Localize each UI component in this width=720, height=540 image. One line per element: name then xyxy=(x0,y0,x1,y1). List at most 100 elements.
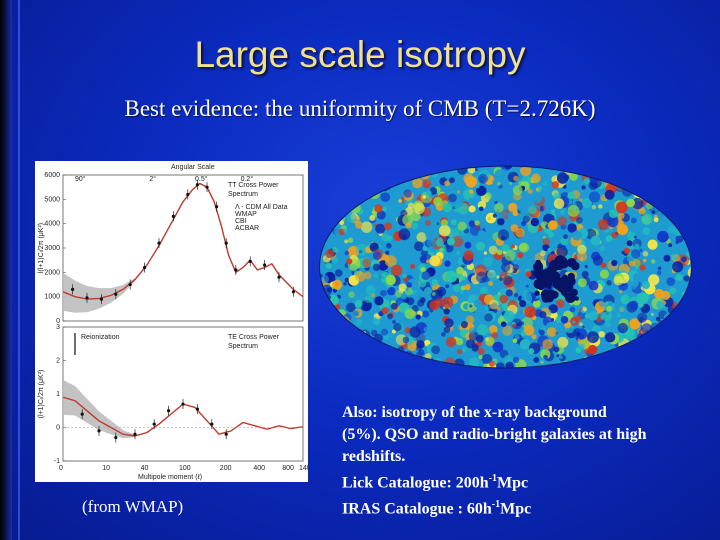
sky-map-fluctuation xyxy=(519,300,527,308)
sky-map-fluctuation xyxy=(508,350,513,355)
sky-map-fluctuation xyxy=(441,296,454,309)
sky-map-fluctuation xyxy=(391,172,398,179)
sky-map-fluctuation xyxy=(351,350,361,361)
sky-map-fluctuation xyxy=(576,360,587,368)
sky-map-fluctuation xyxy=(323,189,333,199)
sky-map-fluctuation xyxy=(527,188,533,194)
sky-map-fluctuation xyxy=(346,258,353,265)
sky-map-fluctuation xyxy=(669,356,679,366)
sky-map-fluctuation xyxy=(643,258,647,263)
sky-map-fluctuation xyxy=(625,357,635,367)
sky-map-fluctuation xyxy=(630,342,642,353)
sky-map-fluctuation xyxy=(584,313,590,319)
sky-map-fluctuation xyxy=(616,313,621,318)
sky-map-fluctuation xyxy=(464,284,471,291)
sky-map-fluctuation xyxy=(675,324,685,334)
sky-map-fluctuation xyxy=(584,168,589,173)
sky-map-fluctuation xyxy=(622,171,630,179)
tt-y-tick-label: 1000 xyxy=(44,294,60,301)
sky-map-fluctuation xyxy=(540,250,546,257)
sky-map-fluctuation xyxy=(665,182,676,192)
sky-map-fluctuation xyxy=(438,289,443,294)
sky-map-fluctuation xyxy=(675,166,684,174)
sky-map-fluctuation xyxy=(615,201,628,214)
sky-map-fluctuation xyxy=(567,191,575,199)
sky-map-fluctuation xyxy=(441,332,446,337)
sky-map-fluctuation xyxy=(567,223,577,233)
sky-map-fluctuation xyxy=(679,191,687,200)
sky-map-fluctuation xyxy=(404,327,411,334)
sky-map-fluctuation xyxy=(681,180,685,185)
tt-data-point xyxy=(224,241,228,245)
sky-map-fluctuation xyxy=(553,198,565,209)
sky-map-fluctuation xyxy=(456,190,461,194)
sky-map-fluctuation xyxy=(525,271,532,278)
sky-map-cold-spot xyxy=(533,269,542,277)
sky-map-fluctuation xyxy=(513,175,519,182)
sky-map-fluctuation xyxy=(336,180,343,187)
sky-map-fluctuation xyxy=(605,168,609,173)
sky-map-cold-spot xyxy=(534,290,540,296)
sky-map-cold-spot xyxy=(568,294,575,301)
sky-map-fluctuation xyxy=(391,329,396,334)
sky-map-fluctuation xyxy=(544,206,553,215)
sky-map-cold-spot xyxy=(540,289,552,300)
sky-map-fluctuation xyxy=(553,322,564,333)
sky-map-fluctuation xyxy=(588,280,599,291)
te-data-point xyxy=(114,435,118,440)
sky-map-fluctuation xyxy=(607,215,619,228)
sky-map-fluctuation xyxy=(643,348,655,360)
sky-map-fluctuation xyxy=(319,311,323,321)
sky-map-fluctuation xyxy=(448,193,457,203)
sky-map-fluctuation xyxy=(683,344,691,352)
tt-data-point xyxy=(128,282,132,287)
sky-map-fluctuation xyxy=(645,336,652,343)
te-title-line-1: TE Cross Power xyxy=(228,334,280,341)
sky-map-fluctuation xyxy=(512,264,520,271)
tt-y-tick-label: 0 xyxy=(56,318,60,325)
sky-map-fluctuation xyxy=(590,235,601,246)
te-data-point xyxy=(152,422,156,426)
sky-map-fluctuation xyxy=(451,224,456,229)
sky-map-fluctuation xyxy=(528,348,535,355)
sky-map-fluctuation xyxy=(398,228,411,241)
sky-map-fluctuation xyxy=(542,237,550,246)
sky-map-fluctuation xyxy=(346,302,356,313)
sky-map-fluctuation xyxy=(476,185,487,196)
sky-map-fluctuation xyxy=(327,331,334,338)
sky-map-fluctuation xyxy=(533,357,540,363)
x-tick-label: 400 xyxy=(253,465,265,472)
sky-map-cold-spot xyxy=(567,272,575,281)
sky-map-fluctuation xyxy=(376,210,386,220)
sky-map-fluctuation xyxy=(424,367,429,368)
sky-map-fluctuation xyxy=(479,206,484,212)
sky-map-fluctuation xyxy=(409,356,420,366)
sky-map-fluctuation xyxy=(386,313,393,320)
sky-map-fluctuation xyxy=(319,173,327,181)
sky-map-fluctuation xyxy=(522,215,530,223)
sky-map-fluctuation xyxy=(335,206,346,217)
sky-map-fluctuation xyxy=(422,245,428,251)
sky-map-fluctuation xyxy=(600,262,607,269)
sky-map-fluctuation xyxy=(465,315,475,324)
sky-map-fluctuation xyxy=(366,362,372,368)
sky-map-fluctuation xyxy=(520,331,526,337)
sky-map-fluctuation xyxy=(631,166,643,177)
sky-map-fluctuation xyxy=(411,364,423,368)
sky-map-fluctuation xyxy=(353,184,366,197)
sky-map-fluctuation xyxy=(653,214,658,219)
sky-map-fluctuation xyxy=(319,366,324,368)
sky-map-fluctuation xyxy=(579,322,583,327)
sky-map-fluctuation xyxy=(496,181,501,186)
sky-map-fluctuation xyxy=(658,200,668,210)
sky-map-fluctuation xyxy=(514,334,520,340)
sky-map-fluctuation xyxy=(675,311,687,324)
sky-map-fluctuation xyxy=(459,311,465,316)
plot-caption: (from WMAP) xyxy=(82,497,184,516)
sky-map-fluctuation xyxy=(477,173,488,184)
sky-map-fluctuation xyxy=(552,357,557,362)
sky-map-cold-spot xyxy=(558,276,568,287)
sky-map-fluctuation xyxy=(636,292,649,305)
sky-map-fluctuation xyxy=(606,305,612,312)
